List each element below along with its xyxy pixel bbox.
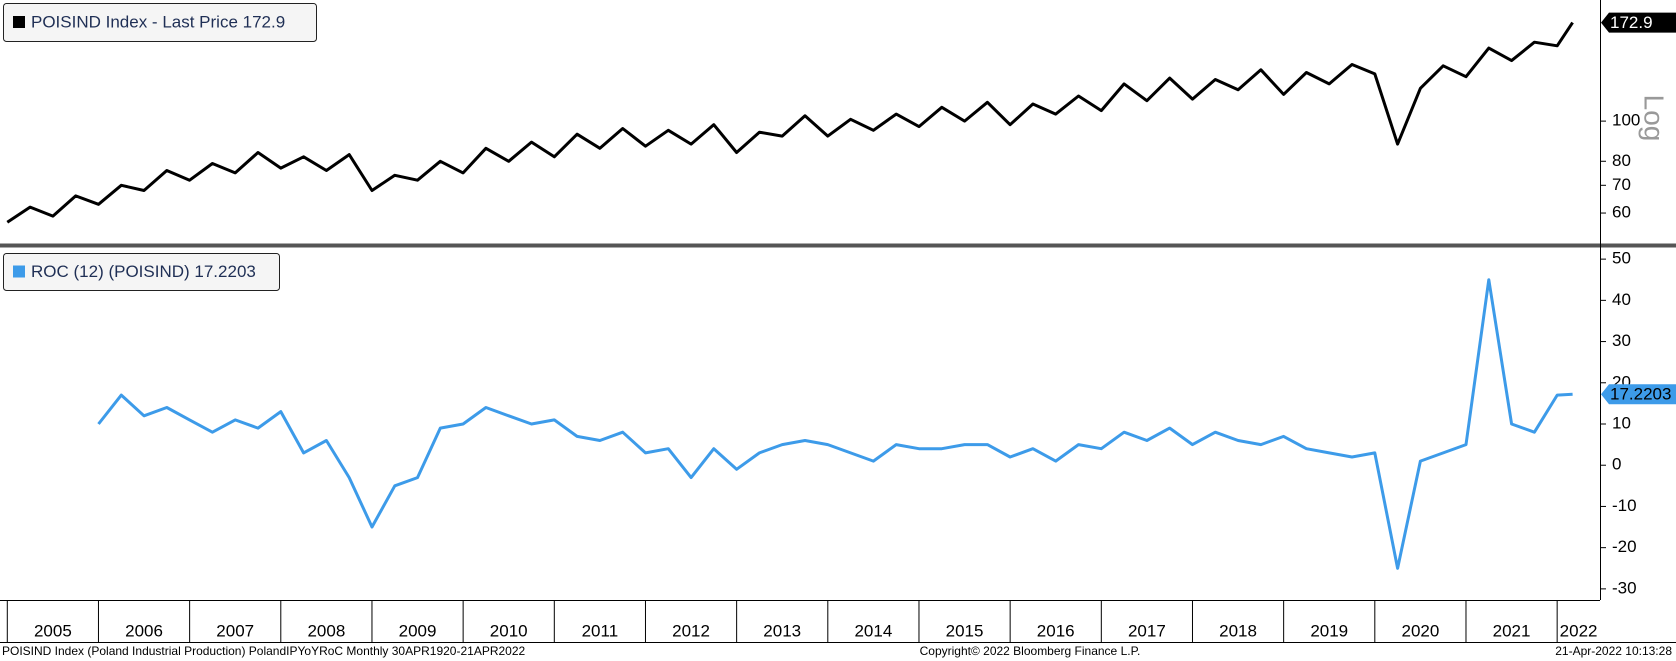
x-tick-label: 2014 — [854, 621, 892, 640]
y-tick-label: 100 — [1612, 111, 1640, 130]
last-value-label: 17.2203 — [1610, 385, 1671, 404]
x-tick-label: 2015 — [946, 621, 984, 640]
y-tick-label: -30 — [1612, 578, 1637, 597]
x-tick-label: 2020 — [1401, 621, 1439, 640]
y-tick-label: 80 — [1612, 151, 1631, 170]
y-tick-label: 60 — [1612, 203, 1631, 222]
x-tick-label: 2008 — [307, 621, 345, 640]
x-tick-label: 2017 — [1128, 621, 1166, 640]
y-tick-label: -20 — [1612, 537, 1637, 556]
x-tick-label: 2012 — [672, 621, 710, 640]
footer-left: POISIND Index (Poland Industrial Product… — [2, 644, 526, 658]
x-tick-label: 2018 — [1219, 621, 1257, 640]
x-tick-label: 2007 — [216, 621, 254, 640]
legend-label: POISIND Index - Last Price 172.9 — [31, 12, 285, 31]
legend-box — [3, 3, 317, 42]
legend-swatch — [13, 16, 25, 28]
footer-right: 21-Apr-2022 10:13:28 — [1555, 644, 1672, 658]
x-tick-label: 2010 — [490, 621, 528, 640]
last-value-badge — [1601, 384, 1676, 405]
axis-label: Log — [1639, 95, 1670, 142]
y-tick-label: 50 — [1612, 249, 1631, 268]
x-tick-label: 2011 — [582, 621, 619, 640]
legend-label: ROC (12) (POISIND) 17.2203 — [31, 262, 256, 281]
x-tick-label: 2021 — [1493, 621, 1531, 640]
series-line — [6, 21, 1574, 224]
y-tick-label: 10 — [1612, 413, 1631, 432]
legend-box — [3, 253, 280, 291]
legend-swatch — [13, 265, 25, 278]
y-tick-label: 30 — [1612, 331, 1631, 350]
footer-center: Copyright© 2022 Bloomberg Finance L.P. — [920, 644, 1141, 658]
x-tick-label: 2016 — [1037, 621, 1075, 640]
series-line — [97, 278, 1573, 570]
x-tick-label: 2006 — [125, 621, 163, 640]
last-value-label: 172.9 — [1610, 13, 1653, 32]
x-tick-label: 2005 — [34, 621, 72, 640]
x-tick-label: 2022 — [1560, 621, 1598, 640]
y-tick-label: 70 — [1612, 175, 1631, 194]
x-tick-label: 2013 — [763, 621, 801, 640]
last-value-badge — [1601, 12, 1676, 33]
y-tick-label: 0 — [1612, 455, 1621, 474]
x-tick-label: 2019 — [1310, 621, 1348, 640]
y-tick-label: 40 — [1612, 290, 1631, 309]
x-tick-label: 2009 — [399, 621, 437, 640]
y-tick-label: -10 — [1612, 496, 1637, 515]
